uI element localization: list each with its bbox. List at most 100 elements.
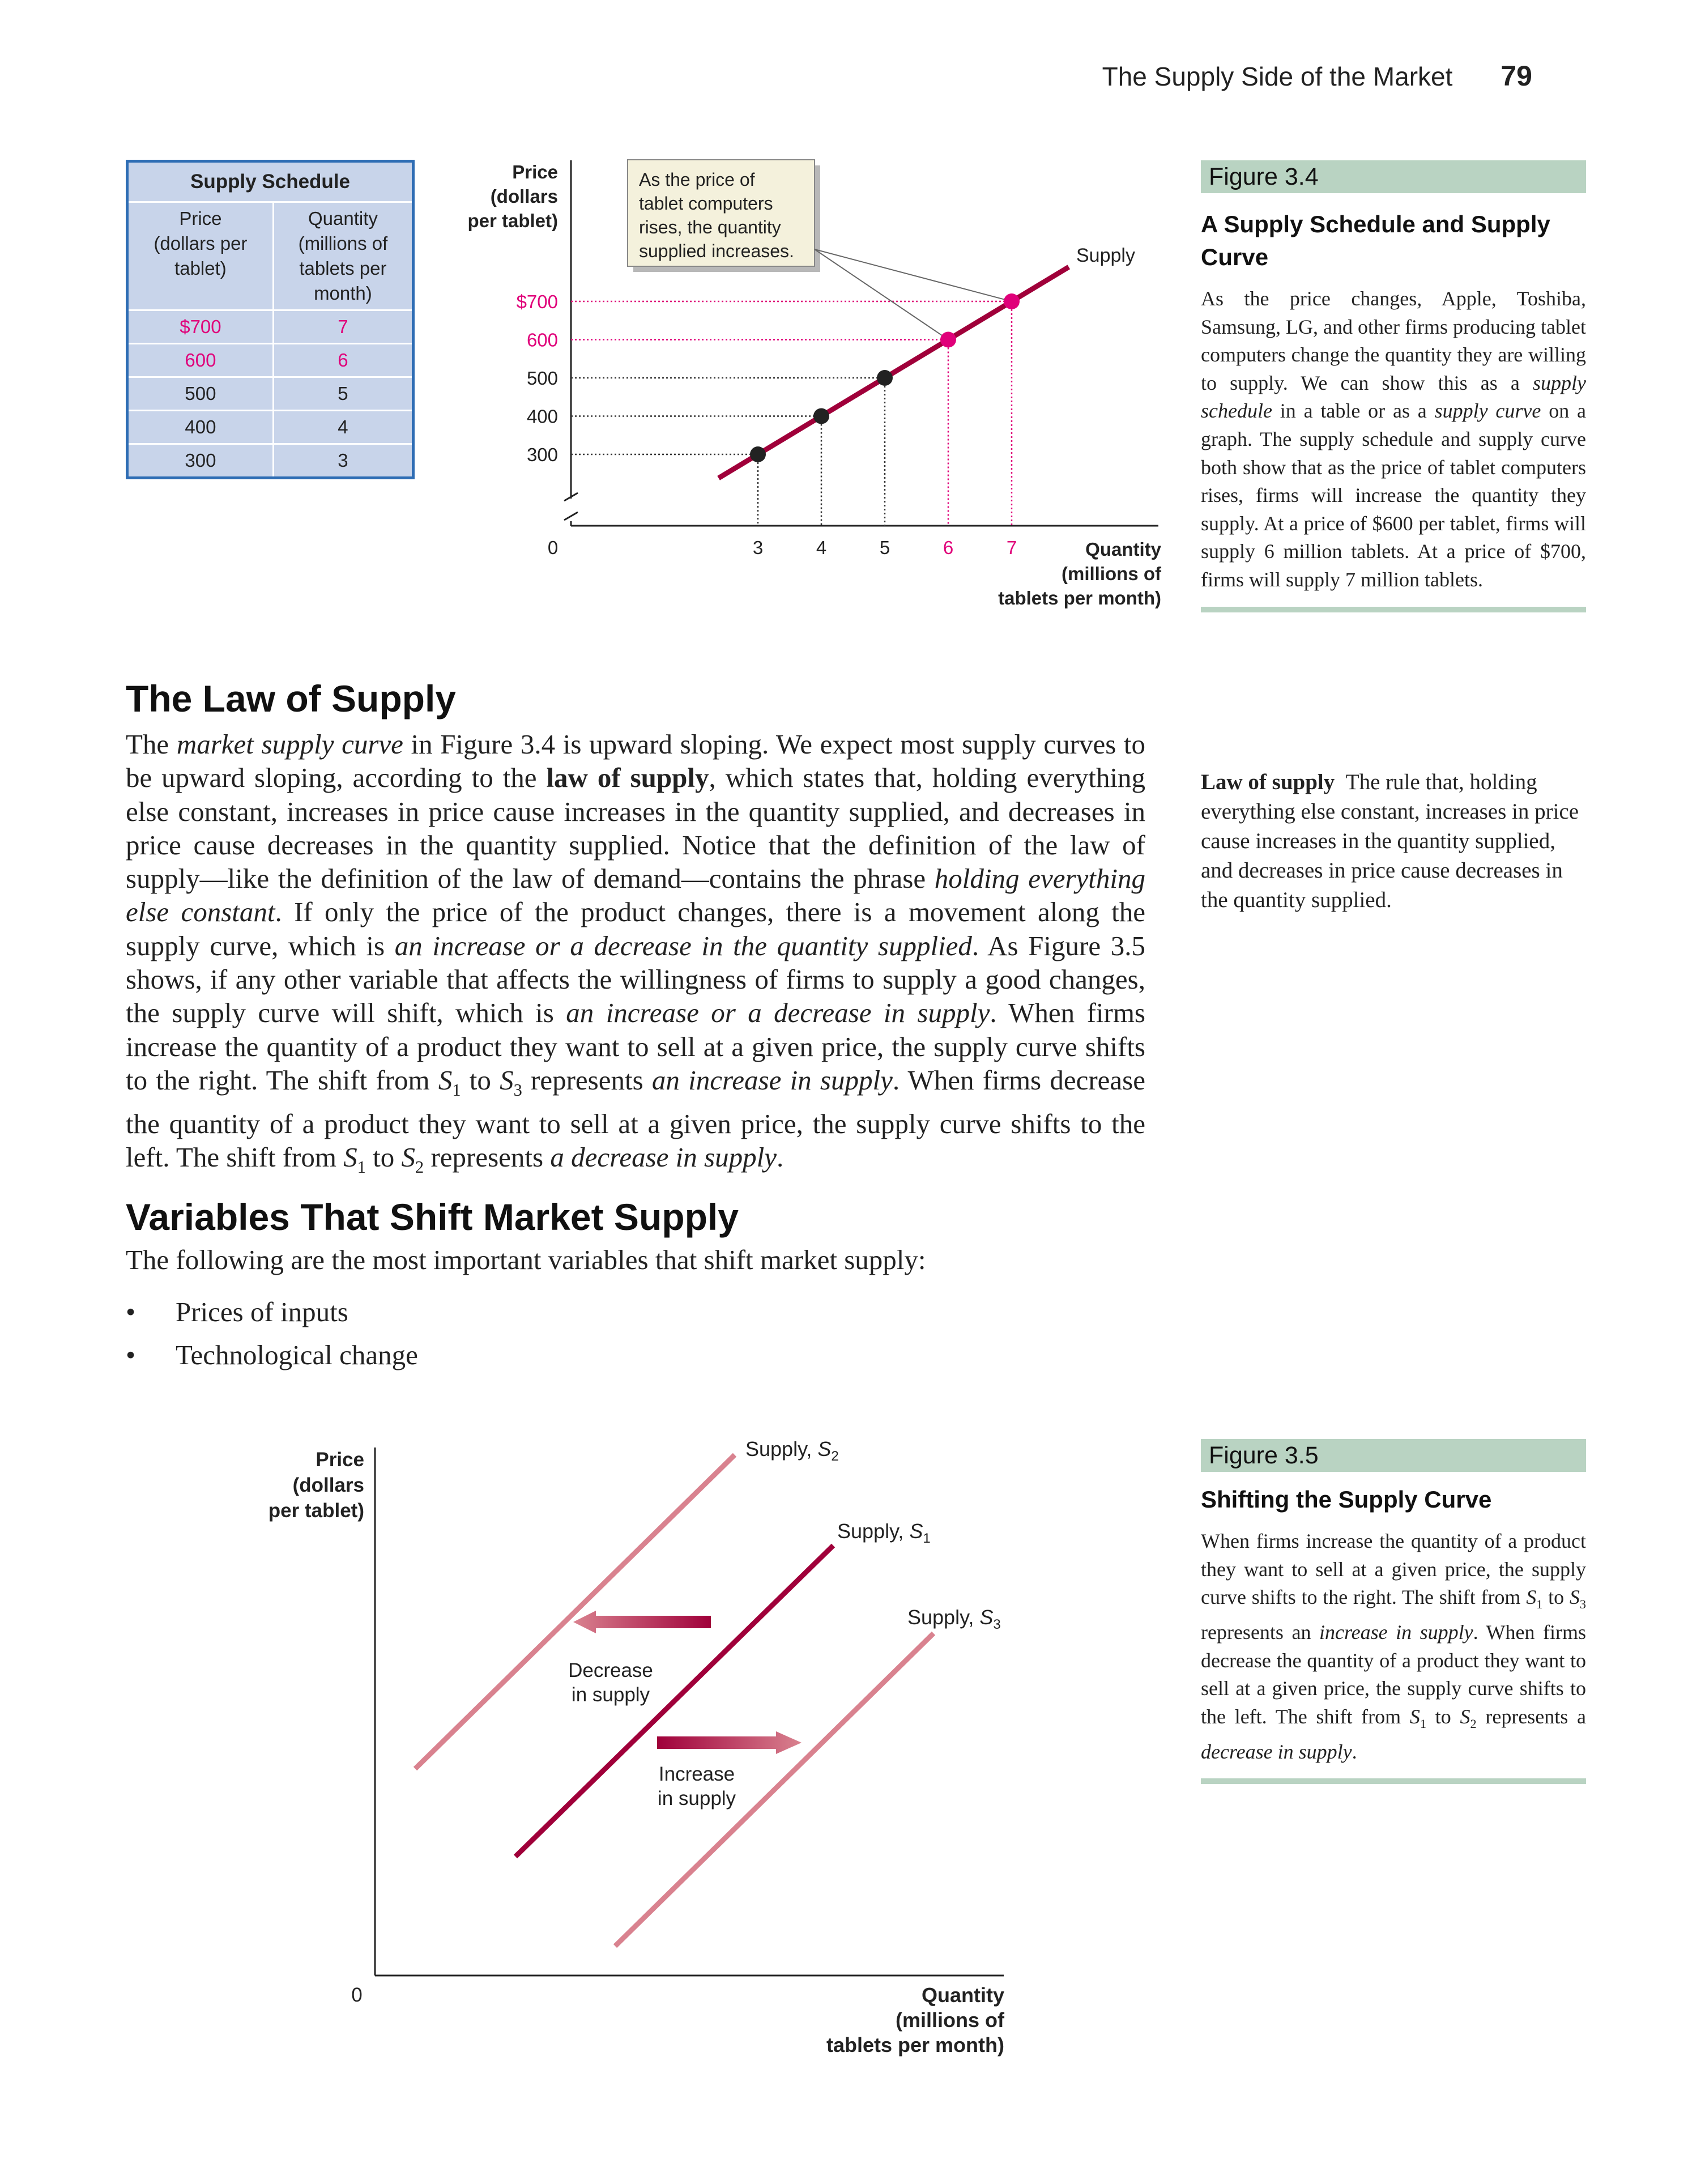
figure-3-5-sidebar: Figure 3.5 Shifting the Supply Curve Whe… [1201, 1439, 1586, 1785]
text-run: 3 [1579, 1597, 1586, 1612]
table-row: 300 3 [126, 443, 415, 479]
schedule-quantity-header: Quantity (millions of tablets per month) [272, 201, 415, 311]
text-run: 1 [1420, 1716, 1427, 1731]
supply-curve-s3 [613, 1631, 936, 1948]
text-run: represents [522, 1064, 652, 1096]
law-of-supply-paragraph: The market supply curve in Figure 3.4 is… [126, 727, 1145, 1184]
figure-3-4-caption: As the price changes, Apple, Toshiba, Sa… [1201, 285, 1586, 594]
figure-3-4-title: A Supply Schedule and Supply Curve [1201, 211, 1550, 270]
quantity-cell: 6 [272, 343, 415, 378]
x-tick-label: 5 [880, 537, 890, 558]
table-row: 500 5 [126, 376, 415, 411]
y-tick-label: 500 [527, 368, 558, 389]
margin-definition: Law of supply The rule that, holding eve… [1201, 768, 1586, 915]
text-run: S [1526, 1586, 1537, 1609]
s2-label: Supply, S2 [745, 1437, 839, 1464]
text-run: . When firms decrease the quantity of a … [126, 1064, 1145, 1173]
decrease-arrow [573, 1611, 711, 1633]
variables-heading: Variables That Shift Market Supply [126, 1196, 739, 1238]
running-head-title: The Supply Side of the Market [1102, 62, 1453, 91]
y-axis-label-line: per tablet) [467, 210, 558, 231]
text-run: S [1460, 1705, 1470, 1728]
quantity-cell: 7 [272, 309, 415, 344]
figure-3-5-rule [1201, 1778, 1586, 1785]
decrease-label-line: in supply [572, 1684, 650, 1706]
data-point [877, 370, 893, 386]
x-tick-label: 3 [753, 537, 763, 558]
text-run: 2 [415, 1157, 424, 1177]
x-axis-label-line: (millions of [1062, 563, 1162, 584]
table-row: 400 4 [126, 410, 415, 445]
supply-curve-chart: Price (dollars per tablet) 0 Quantity (m… [467, 159, 1162, 608]
callout-leader-line [814, 249, 1012, 302]
y-tick-label: 300 [527, 444, 558, 465]
text-run: to [1542, 1586, 1570, 1609]
text-run: . [1352, 1740, 1357, 1763]
text-run: 3 [513, 1080, 522, 1100]
text-run: . When firms increase the quantity of a … [126, 997, 1145, 1096]
data-point [750, 446, 766, 462]
running-head: The Supply Side of the Market 79 [1102, 59, 1532, 92]
x-axis-label-line: tablets per month) [826, 2033, 1004, 2057]
text-run: supply curve [1434, 399, 1541, 423]
text-run: S [500, 1064, 514, 1096]
y-tick-label: $700 [517, 291, 558, 312]
text-run: a decrease in supply [550, 1142, 777, 1173]
text-run: law of supply [546, 762, 709, 794]
increase-label-line: Increase [659, 1763, 735, 1785]
price-cell: 600 [126, 343, 274, 378]
text-run: to [365, 1142, 402, 1173]
text-run: The [126, 729, 177, 760]
x-axis-label-line: tablets per month) [998, 587, 1161, 608]
supply-curve-s2 [413, 1453, 737, 1771]
bullet-list: • Prices of inputs • Technological change [126, 1296, 418, 1382]
origin-label: 0 [351, 1984, 362, 2006]
text-run: represents an [1201, 1620, 1319, 1644]
x-axis-label-line: Quantity [1085, 539, 1161, 560]
text-run: to [1426, 1705, 1460, 1728]
x-axis-label-line: Quantity [922, 1983, 1004, 2007]
text-run: S [1569, 1586, 1580, 1609]
y-axis-label-line: per tablet) [268, 1500, 364, 1522]
table-row: $700 7 [126, 309, 415, 344]
text-run: 1 [357, 1157, 366, 1177]
text-run: represents a [1476, 1705, 1586, 1728]
text-run: to [461, 1064, 500, 1096]
text-run: 1 [452, 1080, 461, 1100]
shifting-supply-chart: Price (dollars per tablet) 0 Quantity (m… [268, 1437, 1005, 2057]
list-item: • Technological change [126, 1339, 418, 1370]
increase-label-line: in supply [658, 1787, 736, 1810]
callout-text-line: As the price of [639, 169, 755, 190]
s3-label: Supply, S3 [907, 1606, 1001, 1632]
supply-schedule-table: Supply Schedule Price (dollars per table… [126, 160, 415, 479]
origin-label: 0 [548, 537, 558, 558]
figure-3-5-title: Shifting the Supply Curve [1201, 1486, 1492, 1513]
variables-intro: The following are the most important var… [126, 1244, 926, 1275]
price-cell: 300 [126, 443, 274, 479]
definition-text: The rule that, holding everything else c… [1201, 770, 1579, 912]
callout-text-line: tablet computers [639, 193, 773, 214]
figure-3-4-sidebar: Figure 3.4 A Supply Schedule and Supply … [1201, 160, 1586, 612]
x-tick-label: 6 [943, 537, 953, 558]
x-tick-label: 7 [1007, 537, 1017, 558]
figure-3-5-caption: When firms increase the quantity of a pr… [1201, 1527, 1586, 1766]
price-cell: $700 [126, 309, 274, 344]
text-run: . As Figure 3.5 shows, if any other vari… [126, 930, 1145, 1029]
text-run: on a graph. The supply schedule and supp… [1201, 399, 1586, 591]
definition-term: Law of supply [1201, 770, 1335, 794]
text-run: an increase or a decrease in the quantit… [394, 930, 972, 961]
axis-break-marks [564, 492, 578, 521]
y-axis-label-line: (dollars [491, 186, 558, 207]
text-run: an increase or a decrease in supply [566, 997, 990, 1029]
decrease-label-line: Decrease [568, 1659, 653, 1681]
text-run: in a table or as a [1272, 399, 1435, 423]
supply-schedule-caption: Supply Schedule [126, 160, 414, 203]
text-run: decrease in supply [1201, 1740, 1352, 1763]
text-run: an increase in supply [651, 1064, 893, 1096]
schedule-price-header: Price (dollars per tablet) [126, 201, 274, 311]
quantity-cell: 5 [272, 376, 415, 411]
text-run: , which states that, holding everything … [126, 762, 1146, 895]
s1-label: Supply, S1 [837, 1519, 931, 1546]
list-item: • Prices of inputs [126, 1296, 348, 1327]
supply-curve-s1 [513, 1543, 836, 1859]
